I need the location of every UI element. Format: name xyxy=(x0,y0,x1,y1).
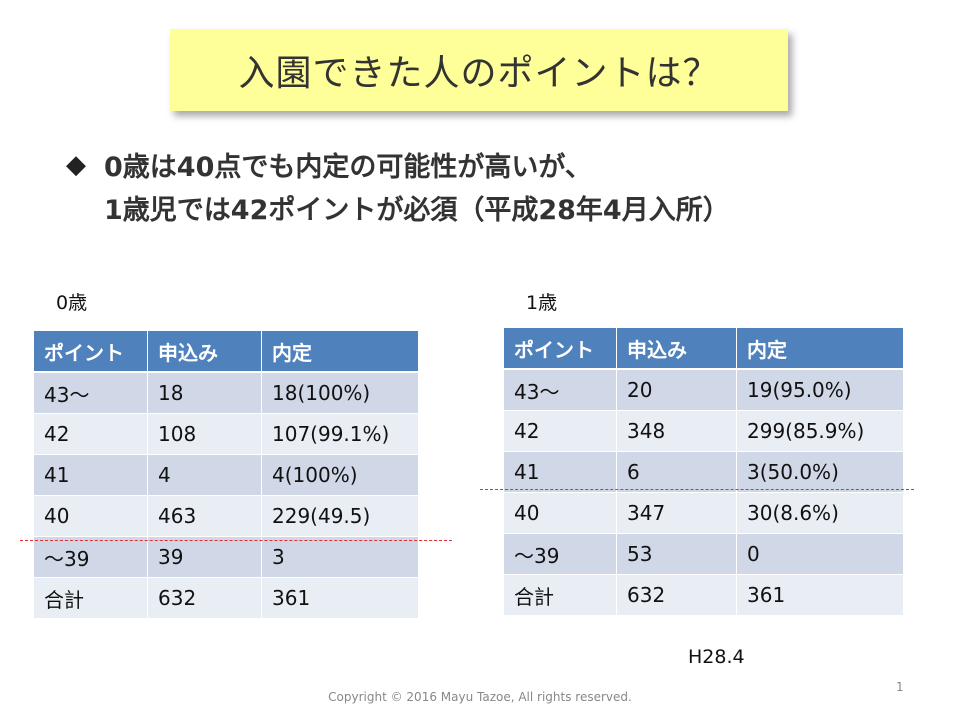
cell-accepted: 30(8.6%) xyxy=(737,493,904,534)
cell-applications: 6 xyxy=(617,452,737,493)
page-number: 1 xyxy=(896,680,904,694)
cell-applications: 39 xyxy=(148,537,262,578)
table-row: 40 347 30(8.6%) xyxy=(504,493,904,534)
header-applications: 申込み xyxy=(148,331,262,373)
cell-accepted: 3 xyxy=(262,537,419,578)
cell-applications: 108 xyxy=(148,414,262,455)
cell-points: 40 xyxy=(34,496,148,537)
cell-applications: 632 xyxy=(617,575,737,616)
table-row: 合計 632 361 xyxy=(34,578,419,619)
table-row: ～39 39 3 xyxy=(34,537,419,578)
cell-accepted: 18(100%) xyxy=(262,373,419,414)
header-points: ポイント xyxy=(34,331,148,373)
cell-accepted: 19(95.0%) xyxy=(737,370,904,411)
table-age-1: ポイント 申込み 内定 43～ 20 19(95.0%) 42 348 299(… xyxy=(504,328,904,616)
cell-points: 41 xyxy=(504,452,617,493)
header-points: ポイント xyxy=(504,328,617,370)
copyright-footer: Copyright © 2016 Mayu Tazoe, All rights … xyxy=(328,690,632,704)
header-accepted: 内定 xyxy=(262,331,419,373)
table-1-label: 1歳 xyxy=(526,292,558,314)
table-row: 43～ 20 19(95.0%) xyxy=(504,370,904,411)
diamond-bullet-icon: ◆ xyxy=(66,150,86,180)
cell-points: 43～ xyxy=(34,373,148,414)
cell-points: 42 xyxy=(34,414,148,455)
table-age-0: ポイント 申込み 内定 43～ 18 18(100%) 42 108 107(9… xyxy=(34,331,419,619)
cell-accepted: 4(100%) xyxy=(262,455,419,496)
cell-accepted: 299(85.9%) xyxy=(737,411,904,452)
table-row: 42 348 299(85.9%) xyxy=(504,411,904,452)
cell-applications: 18 xyxy=(148,373,262,414)
bullet-line-1: 0歳は40点でも内定の可能性が高いが、 xyxy=(104,152,592,183)
slide-title: 入園できた人のポイントは？ xyxy=(170,29,788,111)
cell-points: ～39 xyxy=(34,537,148,578)
date-note: H28.4 xyxy=(688,646,745,668)
cutoff-line-age-1 xyxy=(480,489,914,490)
cell-points: 43～ xyxy=(504,370,617,411)
cell-applications: 20 xyxy=(617,370,737,411)
cell-accepted: 229(49.5) xyxy=(262,496,419,537)
cell-applications: 53 xyxy=(617,534,737,575)
header-applications: 申込み xyxy=(617,328,737,370)
bullet-line-2: 1歳児では42ポイントが必須（平成28年4月入所） xyxy=(104,195,730,226)
cell-applications: 463 xyxy=(148,496,262,537)
table-row: 43～ 18 18(100%) xyxy=(34,373,419,414)
table-row: 41 4 4(100%) xyxy=(34,455,419,496)
cutoff-line-age-0 xyxy=(20,540,452,541)
cell-accepted: 3(50.0%) xyxy=(737,452,904,493)
cell-applications: 4 xyxy=(148,455,262,496)
slide-title-text: 入園できた人のポイントは？ xyxy=(238,53,720,94)
cell-points: ～39 xyxy=(504,534,617,575)
table-0-label: 0歳 xyxy=(56,292,88,314)
cell-applications: 347 xyxy=(617,493,737,534)
cell-points: 合計 xyxy=(504,575,617,616)
cell-points: 合計 xyxy=(34,578,148,619)
cell-points: 41 xyxy=(34,455,148,496)
cell-points: 40 xyxy=(504,493,617,534)
table-row: ～39 53 0 xyxy=(504,534,904,575)
cell-accepted: 107(99.1%) xyxy=(262,414,419,455)
cell-accepted: 0 xyxy=(737,534,904,575)
table-row: 40 463 229(49.5) xyxy=(34,496,419,537)
cell-accepted: 361 xyxy=(737,575,904,616)
cell-points: 42 xyxy=(504,411,617,452)
cell-applications: 348 xyxy=(617,411,737,452)
cell-applications: 632 xyxy=(148,578,262,619)
cell-accepted: 361 xyxy=(262,578,419,619)
table-row: 合計 632 361 xyxy=(504,575,904,616)
table-row: 41 6 3(50.0%) xyxy=(504,452,904,493)
table-row: 42 108 107(99.1%) xyxy=(34,414,419,455)
header-accepted: 内定 xyxy=(737,328,904,370)
